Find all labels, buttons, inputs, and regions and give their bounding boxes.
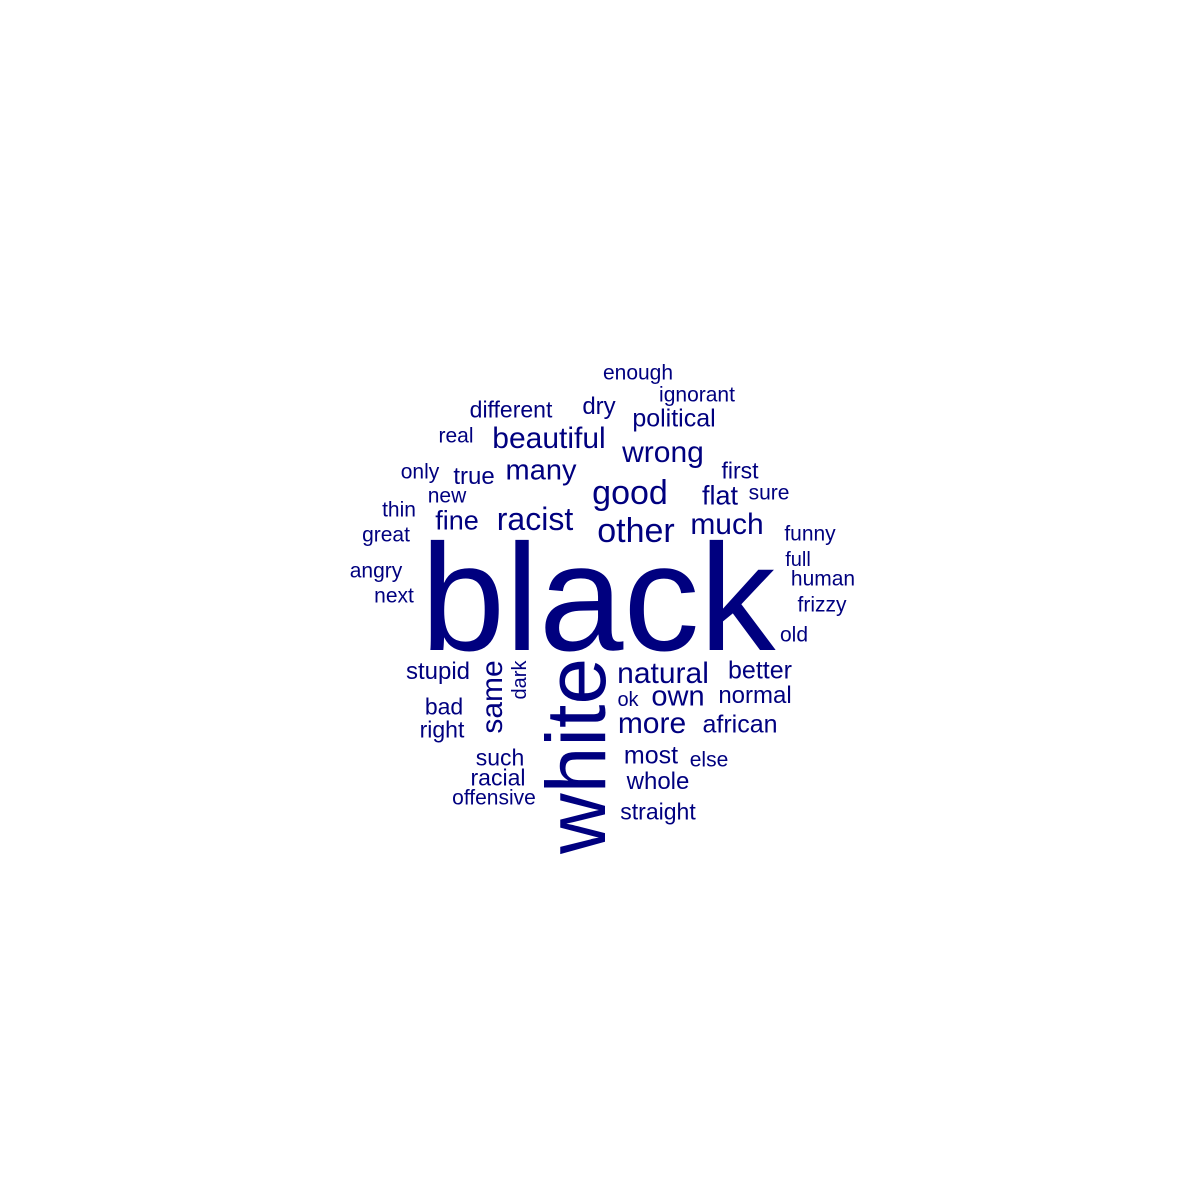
word-racial: racial: [470, 764, 526, 791]
word-only: only: [400, 460, 440, 484]
word-good: good: [592, 474, 668, 512]
word-new: new: [427, 484, 467, 508]
word-many: many: [505, 454, 577, 487]
word-sure: sure: [748, 481, 790, 505]
word-ignorant: ignorant: [659, 383, 735, 407]
word-better: better: [728, 656, 792, 685]
word-whole: whole: [626, 768, 690, 795]
word-old: old: [779, 623, 809, 647]
word-thin: thin: [382, 498, 416, 522]
word-ok: ok: [617, 689, 639, 711]
word-most: most: [623, 741, 679, 770]
word-political: political: [632, 404, 716, 433]
word-else: else: [689, 748, 729, 772]
word-white: white: [529, 657, 623, 855]
word-real: real: [438, 424, 474, 448]
word-own: own: [651, 680, 705, 713]
word-normal: normal: [718, 682, 792, 709]
word-bad: bad: [424, 693, 464, 720]
word-same: same: [476, 660, 509, 734]
word-first: first: [721, 457, 759, 484]
word-much: much: [690, 508, 764, 541]
word-great: great: [362, 523, 410, 547]
word-beautiful: beautiful: [492, 422, 606, 455]
word-flat: flat: [701, 480, 739, 511]
word-next: next: [374, 584, 414, 608]
word-dark: dark: [509, 660, 531, 700]
word-angry: angry: [349, 559, 403, 583]
word-enough: enough: [602, 361, 674, 385]
word-other: other: [597, 512, 675, 550]
word-right: right: [419, 716, 465, 743]
word-true: true: [453, 463, 495, 490]
word-fine: fine: [435, 505, 479, 536]
word-dry: dry: [582, 393, 616, 420]
word-such: such: [475, 744, 525, 771]
word-human: human: [790, 567, 856, 591]
word-frizzy: frizzy: [797, 593, 847, 617]
word-stupid: stupid: [405, 658, 471, 685]
word-offensive: offensive: [452, 786, 536, 810]
word-racist: racist: [496, 501, 574, 537]
word-natural: natural: [617, 657, 709, 690]
word-funny: funny: [784, 522, 836, 546]
word-wrong: wrong: [622, 436, 704, 469]
word-full: full: [785, 549, 811, 571]
word-different: different: [469, 396, 553, 423]
word-straight: straight: [620, 798, 696, 825]
word-african: african: [702, 710, 778, 739]
word-black: black: [420, 513, 776, 683]
word-more: more: [617, 707, 687, 740]
